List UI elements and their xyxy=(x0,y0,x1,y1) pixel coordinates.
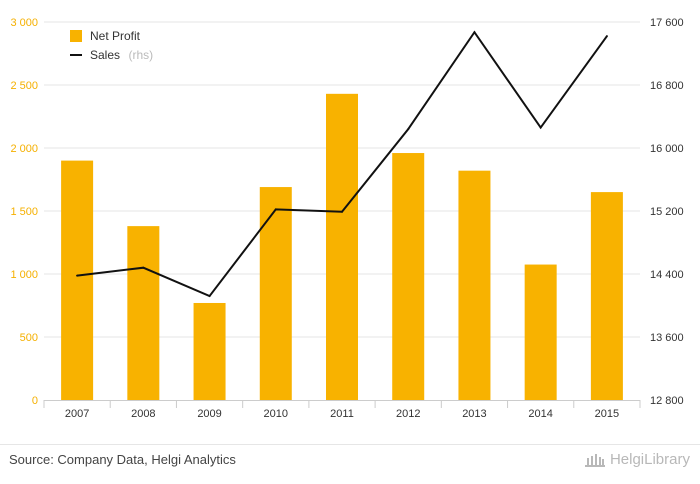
brand-name: HelgiLibrary xyxy=(609,450,690,468)
x-tick-label: 2008 xyxy=(131,408,155,420)
legend-net-profit-swatch xyxy=(70,30,82,42)
right-tick-label: 13 600 xyxy=(650,332,684,344)
left-tick-label: 0 xyxy=(32,395,38,407)
left-tick-label: 1 000 xyxy=(10,269,38,281)
sales-point xyxy=(605,35,608,38)
chart: 0 500 1 000 1 500 2 000 2 500 3 000 12 800 13 6… xyxy=(10,17,684,420)
sales-point xyxy=(274,208,277,211)
left-tick-label: 3 000 xyxy=(10,17,38,29)
right-tick-label: 12 800 xyxy=(650,395,684,407)
right-tick-label: 16 000 xyxy=(650,143,684,155)
sales-point xyxy=(142,266,145,269)
x-axis: 2007 2008 2009 2010 2011 2012 2013 2014 2015 xyxy=(43,400,641,420)
legend-sales-note: (rhs) xyxy=(128,48,153,62)
right-y-axis: 12 800 13 600 14 400 15 200 16 000 16 800 17 6… xyxy=(650,17,684,407)
left-y-axis: 0 500 1 000 1 500 2 000 2 500 3 000 xyxy=(10,17,38,407)
net-profit-bar xyxy=(61,160,94,400)
net-profit-bar xyxy=(590,192,623,400)
sales-point xyxy=(539,126,542,129)
sales-point xyxy=(407,128,410,131)
source-note: Source: Company Data, Helgi Analytics xyxy=(9,452,236,467)
footer: Source: Company Data, Helgi Analytics He… xyxy=(0,444,700,484)
x-tick-label: 2015 xyxy=(595,408,619,420)
legend: Net Profit Sales (rhs) xyxy=(70,29,153,63)
sales-point xyxy=(341,210,343,213)
sales-line-series xyxy=(76,30,608,298)
sales-point xyxy=(473,31,476,34)
net-profit-bars xyxy=(61,93,623,400)
x-tick-label: 2007 xyxy=(65,408,89,420)
x-tick-label: 2014 xyxy=(528,408,552,420)
x-tick-label: 2009 xyxy=(197,408,221,420)
right-tick-label: 14 400 xyxy=(650,269,684,281)
right-tick-label: 16 800 xyxy=(650,80,684,92)
net-profit-bar xyxy=(524,264,557,400)
sales-point xyxy=(76,274,79,277)
legend-sales-label: Sales (rhs) xyxy=(90,46,153,63)
left-tick-label: 2 000 xyxy=(10,143,38,155)
legend-net-profit-label: Net Profit xyxy=(90,29,141,43)
left-tick-label: 2 500 xyxy=(10,80,38,92)
right-tick-label: 15 200 xyxy=(650,206,684,218)
sales-point xyxy=(208,295,211,298)
legend-sales-name: Sales xyxy=(90,48,120,62)
library-building-icon xyxy=(584,454,605,467)
x-tick-label: 2013 xyxy=(462,408,486,420)
x-tick-label: 2011 xyxy=(330,408,354,420)
x-tick-label: 2010 xyxy=(264,408,288,420)
net-profit-bar xyxy=(392,153,425,400)
net-profit-bar xyxy=(458,170,491,400)
right-tick-label: 17 600 xyxy=(650,17,684,29)
net-profit-bar xyxy=(259,187,292,400)
left-tick-label: 500 xyxy=(20,332,38,344)
left-tick-label: 1 500 xyxy=(10,206,38,218)
net-profit-bar xyxy=(127,226,160,400)
brand-logo[interactable]: HelgiLibrary xyxy=(584,450,690,468)
x-tick-label: 2012 xyxy=(396,408,420,420)
net-profit-bar xyxy=(326,93,358,400)
net-profit-bar xyxy=(193,302,226,400)
